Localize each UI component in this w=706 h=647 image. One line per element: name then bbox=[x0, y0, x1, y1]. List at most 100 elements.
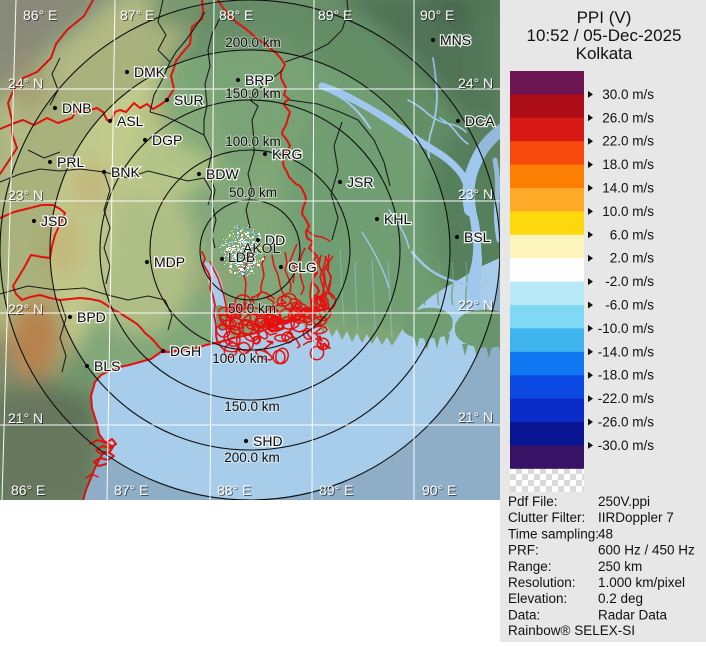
svg-text:Data:: Data: bbox=[508, 607, 540, 622]
svg-text:88° E: 88° E bbox=[219, 7, 253, 23]
svg-text:86° E: 86° E bbox=[12, 483, 46, 499]
svg-text:BNK: BNK bbox=[111, 164, 140, 180]
svg-text:90° E: 90° E bbox=[422, 482, 456, 498]
svg-text:24° N: 24° N bbox=[458, 75, 493, 91]
svg-text:10:52 / 05-Dec-2025: 10:52 / 05-Dec-2025 bbox=[527, 26, 682, 45]
svg-text:IIRDoppler 7: IIRDoppler 7 bbox=[598, 510, 674, 525]
svg-text:18.0 m/s: 18.0 m/s bbox=[602, 157, 654, 172]
svg-text:Clutter Filter:: Clutter Filter: bbox=[508, 510, 585, 525]
svg-text:88° E: 88° E bbox=[220, 8, 254, 24]
svg-text:21° N: 21° N bbox=[8, 410, 43, 426]
svg-text:DD: DD bbox=[265, 232, 285, 248]
svg-text:Elevation:: Elevation: bbox=[508, 591, 567, 606]
svg-text:DCA: DCA bbox=[465, 113, 495, 129]
svg-text:LDB: LDB bbox=[228, 249, 255, 265]
svg-text:89° E: 89° E bbox=[319, 482, 353, 498]
svg-text:PRF:: PRF: bbox=[508, 543, 539, 558]
svg-text:87° E: 87° E bbox=[121, 8, 155, 24]
svg-text:BLS: BLS bbox=[94, 358, 120, 374]
svg-text:22° N: 22° N bbox=[8, 301, 43, 317]
svg-text:PRL: PRL bbox=[57, 154, 84, 170]
svg-text:50.0 km: 50.0 km bbox=[229, 185, 277, 200]
svg-text:JSD: JSD bbox=[41, 213, 67, 229]
svg-text:BSL: BSL bbox=[464, 229, 491, 245]
svg-text:BRP: BRP bbox=[245, 72, 274, 88]
svg-text:DGH: DGH bbox=[170, 343, 201, 359]
svg-text:48: 48 bbox=[598, 526, 613, 541]
svg-text:SUR: SUR bbox=[174, 92, 204, 108]
svg-text:600 Hz / 450 Hz: 600 Hz / 450 Hz bbox=[598, 543, 695, 558]
svg-text:-18.0 m/s: -18.0 m/s bbox=[598, 368, 655, 383]
svg-text:-30.0 m/s: -30.0 m/s bbox=[598, 438, 655, 453]
svg-text:86° E: 86° E bbox=[24, 8, 58, 24]
svg-text:Radar Data: Radar Data bbox=[598, 607, 668, 622]
svg-text:250 km: 250 km bbox=[598, 559, 642, 574]
svg-text:BDW: BDW bbox=[206, 166, 239, 182]
svg-text:-14.0 m/s: -14.0 m/s bbox=[598, 344, 655, 359]
svg-text:88° E: 88° E bbox=[217, 482, 251, 498]
svg-text:MDP: MDP bbox=[154, 254, 185, 270]
svg-text:-10.0 m/s: -10.0 m/s bbox=[598, 321, 655, 336]
svg-text:0.2 deg: 0.2 deg bbox=[598, 591, 643, 606]
svg-text:22° N: 22° N bbox=[459, 298, 494, 314]
svg-text:87° E: 87° E bbox=[120, 7, 154, 23]
svg-text:-26.0 m/s: -26.0 m/s bbox=[598, 415, 655, 430]
svg-text:90° E: 90° E bbox=[423, 483, 457, 499]
svg-text:-2.0 m/s: -2.0 m/s bbox=[605, 274, 654, 289]
svg-text:6.0 m/s: 6.0 m/s bbox=[610, 227, 655, 242]
svg-text:21° N: 21° N bbox=[458, 409, 493, 425]
svg-text:24° N: 24° N bbox=[8, 75, 43, 91]
svg-text:23° N: 23° N bbox=[8, 187, 43, 203]
svg-text:-22.0 m/s: -22.0 m/s bbox=[598, 391, 655, 406]
svg-text:86° E: 86° E bbox=[23, 7, 57, 23]
svg-text:CLG: CLG bbox=[288, 259, 317, 275]
svg-text:JSR: JSR bbox=[347, 174, 373, 190]
svg-text:SHD: SHD bbox=[253, 433, 283, 449]
svg-text:87° E: 87° E bbox=[114, 482, 148, 498]
svg-text:ASL: ASL bbox=[117, 113, 144, 129]
svg-text:Range:: Range: bbox=[508, 559, 552, 574]
svg-text:250V.ppi: 250V.ppi bbox=[598, 494, 650, 509]
svg-text:DNB: DNB bbox=[62, 100, 92, 116]
svg-text:87° E: 87° E bbox=[115, 483, 149, 499]
svg-text:KHL: KHL bbox=[384, 211, 411, 227]
svg-text:23° N: 23° N bbox=[9, 188, 44, 204]
svg-text:89° E: 89° E bbox=[319, 8, 353, 24]
svg-text:86° E: 86° E bbox=[11, 482, 45, 498]
svg-text:23° N: 23° N bbox=[459, 187, 494, 203]
svg-text:1.000 km/pixel: 1.000 km/pixel bbox=[598, 575, 685, 590]
svg-text:150.0 km: 150.0 km bbox=[225, 86, 281, 101]
svg-text:50.0 km: 50.0 km bbox=[228, 301, 276, 316]
svg-text:90° E: 90° E bbox=[421, 8, 455, 24]
svg-text:88° E: 88° E bbox=[218, 483, 252, 499]
svg-text:Resolution:: Resolution: bbox=[508, 575, 576, 590]
svg-text:150.0 km: 150.0 km bbox=[224, 399, 280, 414]
svg-text:89° E: 89° E bbox=[318, 7, 352, 23]
svg-text:14.0 m/s: 14.0 m/s bbox=[602, 181, 654, 196]
svg-text:KRG: KRG bbox=[272, 146, 302, 162]
svg-text:22.0 m/s: 22.0 m/s bbox=[602, 134, 654, 149]
svg-text:2.0 m/s: 2.0 m/s bbox=[610, 251, 655, 266]
svg-text:26.0 m/s: 26.0 m/s bbox=[602, 110, 654, 125]
svg-text:90° E: 90° E bbox=[420, 7, 454, 23]
svg-text:24° N: 24° N bbox=[9, 76, 44, 92]
svg-text:MNS: MNS bbox=[440, 32, 471, 48]
svg-text:BPD: BPD bbox=[77, 309, 106, 325]
svg-text:89° E: 89° E bbox=[320, 483, 354, 499]
svg-text:Pdf File:: Pdf File: bbox=[508, 494, 558, 509]
svg-text:22° N: 22° N bbox=[458, 297, 493, 313]
svg-text:200.0 km: 200.0 km bbox=[225, 35, 281, 50]
svg-text:-6.0 m/s: -6.0 m/s bbox=[605, 298, 654, 313]
svg-text:100.0 km: 100.0 km bbox=[225, 134, 281, 149]
svg-text:30.0 m/s: 30.0 m/s bbox=[602, 87, 654, 102]
svg-text:23° N: 23° N bbox=[458, 186, 493, 202]
svg-text:DMK: DMK bbox=[134, 64, 166, 80]
svg-text:24° N: 24° N bbox=[459, 76, 494, 92]
svg-text:Rainbow® SELEX-SI: Rainbow® SELEX-SI bbox=[508, 623, 635, 638]
svg-text:200.0 km: 200.0 km bbox=[224, 450, 280, 465]
svg-text:10.0 m/s: 10.0 m/s bbox=[602, 204, 654, 219]
svg-text:PPI (V): PPI (V) bbox=[577, 8, 632, 27]
svg-text:100.0 km: 100.0 km bbox=[212, 351, 268, 366]
svg-text:Time sampling:: Time sampling: bbox=[508, 526, 599, 541]
svg-text:21° N: 21° N bbox=[9, 411, 44, 427]
